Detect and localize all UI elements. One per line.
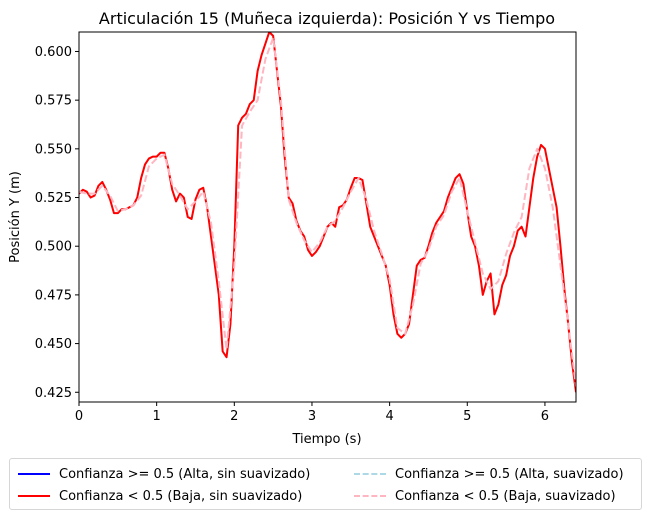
- legend-swatch-red-solid: [18, 495, 50, 497]
- series-line-1: [79, 32, 576, 393]
- y-tick-label: 0.575: [35, 94, 72, 109]
- legend-label: Confianza >= 0.5 (Alta, sin suavizado): [59, 466, 311, 482]
- series-line-3: [79, 36, 576, 387]
- legend-item-high-raw: Confianza >= 0.5 (Alta, sin suavizado): [18, 465, 310, 483]
- legend-item-high-smooth: Confianza >= 0.5 (Alta, suavizado): [354, 465, 624, 483]
- x-tick-label: 5: [463, 409, 471, 424]
- y-tick-label: 0.525: [35, 191, 72, 206]
- chart-svg: Articulación 15 (Muñeca izquierda): Posi…: [8, 9, 577, 447]
- y-axis-label: Posición Y (m): [8, 171, 23, 263]
- legend-swatch-lightblue-dashed: [354, 473, 386, 475]
- x-tick-label: 4: [385, 409, 393, 424]
- chart-title: Articulación 15 (Muñeca izquierda): Posi…: [99, 9, 555, 28]
- x-axis: 0 1 2 3 4 5 6: [75, 402, 549, 424]
- y-tick-label: 0.425: [35, 386, 72, 401]
- legend-swatch-blue-solid: [18, 473, 50, 475]
- plot-frame: [78, 31, 577, 403]
- legend: Confianza >= 0.5 (Alta, sin suavizado) C…: [9, 458, 642, 510]
- x-tick-label: 1: [153, 409, 161, 424]
- y-tick-label: 0.550: [35, 142, 72, 157]
- x-axis-label: Tiempo (s): [291, 432, 361, 447]
- x-tick-label: 2: [230, 409, 238, 424]
- legend-item-low-raw: Confianza < 0.5 (Baja, sin suavizado): [18, 487, 302, 505]
- y-axis: 0.425 0.450 0.475 0.500 0.525 0.550 0.575 0.600: [35, 45, 79, 401]
- legend-label: Confianza >= 0.5 (Alta, suavizado): [395, 466, 624, 482]
- x-tick-label: 3: [308, 409, 316, 424]
- legend-item-low-smooth: Confianza < 0.5 (Baja, suavizado): [354, 487, 616, 505]
- x-tick-label: 0: [75, 409, 83, 424]
- plot-lines: [79, 32, 576, 393]
- y-tick-label: 0.450: [35, 337, 72, 352]
- y-tick-label: 0.600: [35, 45, 72, 60]
- y-tick-label: 0.475: [35, 288, 72, 303]
- x-tick-label: 6: [541, 409, 549, 424]
- legend-label: Confianza < 0.5 (Baja, sin suavizado): [59, 488, 303, 504]
- legend-swatch-pink-dashed: [354, 495, 386, 497]
- y-tick-label: 0.500: [35, 240, 72, 255]
- legend-label: Confianza < 0.5 (Baja, suavizado): [395, 488, 616, 504]
